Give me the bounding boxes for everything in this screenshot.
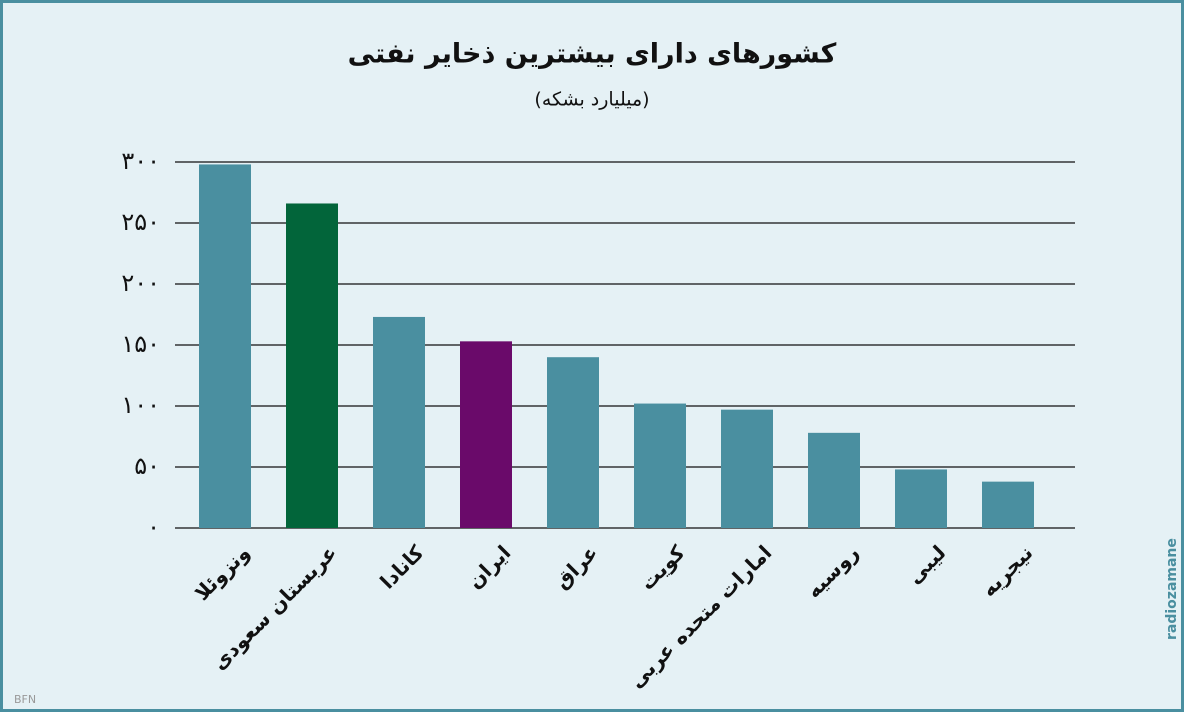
bar — [634, 403, 686, 528]
bar — [199, 164, 251, 528]
chart-subtitle: (میلیارد بشکه) — [534, 89, 649, 111]
y-tick-label: ۲۰۰ — [121, 269, 160, 297]
bar — [982, 481, 1034, 528]
bar — [460, 341, 512, 528]
bar — [373, 316, 425, 528]
bar — [808, 432, 860, 528]
y-tick-label: ۱۰۰ — [121, 391, 160, 419]
bar — [547, 357, 599, 528]
brand: radiozamane — [1164, 538, 1180, 640]
chart-title: کشورهای دارای بیشترین ذخایر نفتی — [348, 39, 837, 70]
bar — [286, 203, 338, 529]
y-tick-label: ۰ — [147, 513, 160, 541]
y-tick-label: ۳۰۰ — [121, 147, 160, 175]
bar — [721, 409, 773, 528]
bar — [895, 469, 947, 528]
y-tick-label: ۱۵۰ — [121, 330, 160, 358]
y-tick-label: ۵۰ — [134, 452, 160, 480]
y-tick-label: ۲۵۰ — [121, 208, 160, 236]
source: BFN — [14, 693, 36, 706]
